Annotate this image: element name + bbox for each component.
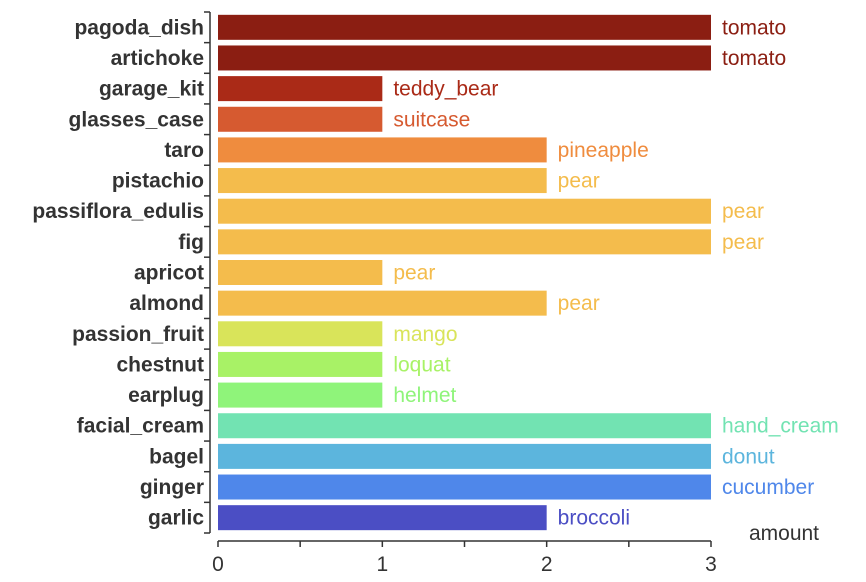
bar-passiflora_edulis [218, 198, 711, 224]
bar-label-artichoke: tomato [722, 47, 786, 70]
y-axis: pagoda_dish artichoke garage_kit glasses_ca… [32, 11, 211, 534]
category-label-almond: almond [129, 292, 204, 315]
bar-fig [218, 229, 711, 255]
bar-label-passion_fruit: mango [393, 323, 457, 346]
category-label-taro: taro [164, 139, 204, 162]
x-tick-label-2: 2 [541, 553, 553, 576]
bar-label-fig: pear [722, 231, 764, 254]
bar-label-garage_kit: teddy_bear [393, 78, 498, 101]
bar-label-pagoda_dish: tomato [722, 16, 786, 39]
category-label-artichoke: artichoke [111, 47, 204, 70]
bar-bagel [218, 443, 711, 469]
bar-earplug [218, 382, 383, 408]
bar-label-taro: pineapple [558, 139, 649, 162]
category-label-pistachio: pistachio [112, 170, 204, 193]
bar-label-apricot: pear [393, 262, 435, 285]
category-label-garlic: garlic [148, 507, 204, 530]
bar-garlic [218, 505, 547, 531]
category-label-glasses_case: glasses_case [69, 108, 204, 131]
bar-pistachio [218, 168, 547, 194]
category-label-passiflora_edulis: passiflora_edulis [32, 200, 204, 223]
bar-facial_cream [218, 413, 711, 439]
bar-glasses_case [218, 106, 383, 132]
bar-chestnut [218, 351, 383, 377]
bar-label-almond: pear [558, 292, 600, 315]
bar-artichoke [218, 45, 711, 71]
bar-label-chestnut: loquat [393, 353, 450, 376]
bar-taro [218, 137, 547, 163]
bar-garage_kit [218, 76, 383, 102]
category-label-passion_fruit: passion_fruit [72, 323, 204, 346]
bar-label-garlic: broccoli [558, 507, 630, 530]
x-axis: 0 1 2 3 [212, 540, 717, 576]
bar-pagoda_dish [218, 14, 711, 40]
x-tick-label-1: 1 [376, 553, 388, 576]
category-label-fig: fig [178, 231, 204, 254]
x-tick-label-0: 0 [212, 553, 224, 576]
bar-label-ginger: cucumber [722, 476, 814, 499]
bar-label-bagel: donut [722, 445, 775, 468]
category-label-earplug: earplug [128, 384, 204, 407]
bar-label-pistachio: pear [558, 170, 600, 193]
bar-label-passiflora_edulis: pear [722, 200, 764, 223]
category-label-apricot: apricot [134, 262, 204, 285]
category-label-ginger: ginger [140, 476, 204, 499]
bars-group: tomato tomato teddy_bear suitcase pineapple p… [218, 14, 839, 531]
bar-label-facial_cream: hand_cream [722, 415, 839, 438]
category-label-bagel: bagel [149, 445, 204, 468]
category-label-garage_kit: garage_kit [99, 78, 204, 101]
bar-passion_fruit [218, 321, 383, 347]
category-label-pagoda_dish: pagoda_dish [74, 16, 204, 39]
category-label-facial_cream: facial_cream [77, 415, 204, 438]
bar-label-earplug: helmet [393, 384, 456, 407]
bar-ginger [218, 474, 711, 500]
bar-apricot [218, 260, 383, 285]
category-label-chestnut: chestnut [116, 353, 204, 376]
x-tick-label-3: 3 [705, 553, 717, 576]
bar-label-glasses_case: suitcase [393, 108, 470, 131]
x-axis-title: amount [749, 522, 819, 545]
bar-almond [218, 290, 547, 316]
